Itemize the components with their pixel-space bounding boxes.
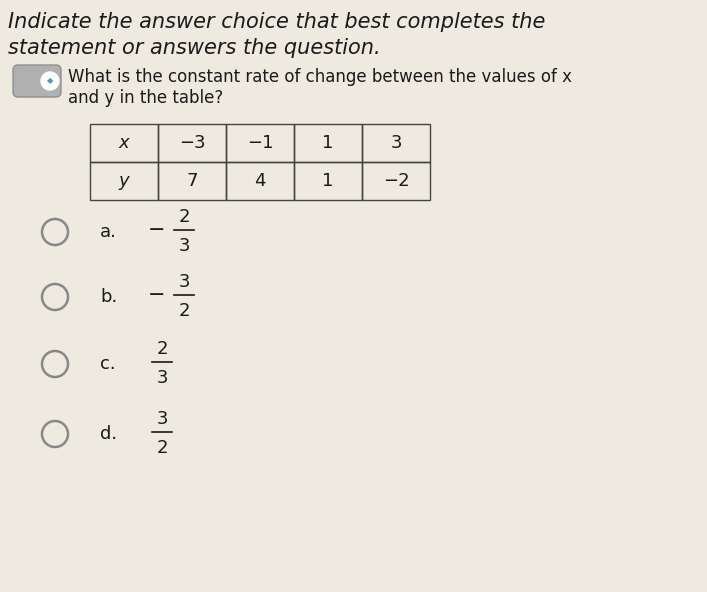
Text: −3: −3 bbox=[179, 134, 205, 152]
Text: y: y bbox=[119, 172, 129, 190]
Text: statement or answers the question.: statement or answers the question. bbox=[8, 38, 380, 58]
Text: 3: 3 bbox=[156, 410, 168, 428]
Text: 1: 1 bbox=[322, 172, 334, 190]
Text: 3: 3 bbox=[178, 273, 189, 291]
Bar bbox=[226, 162, 294, 200]
Text: −2: −2 bbox=[382, 172, 409, 190]
Text: Indicate the answer choice that best completes the: Indicate the answer choice that best com… bbox=[8, 12, 545, 32]
Text: −1: −1 bbox=[247, 134, 273, 152]
Bar bbox=[90, 124, 158, 162]
Bar bbox=[226, 124, 294, 162]
Text: 2: 2 bbox=[156, 439, 168, 457]
Text: −: − bbox=[148, 220, 165, 240]
Bar bbox=[362, 162, 430, 200]
Text: 2: 2 bbox=[178, 302, 189, 320]
Text: ◆: ◆ bbox=[47, 76, 53, 85]
Text: 1: 1 bbox=[322, 134, 334, 152]
Text: b.: b. bbox=[100, 288, 117, 306]
Bar bbox=[90, 162, 158, 200]
Text: 7: 7 bbox=[186, 172, 198, 190]
Circle shape bbox=[41, 72, 59, 90]
Text: x: x bbox=[119, 134, 129, 152]
Bar bbox=[362, 124, 430, 162]
Text: a.: a. bbox=[100, 223, 117, 241]
Bar bbox=[158, 162, 226, 200]
Text: 2: 2 bbox=[178, 208, 189, 226]
Text: 3: 3 bbox=[390, 134, 402, 152]
Text: 3: 3 bbox=[156, 369, 168, 387]
Text: and y in the table?: and y in the table? bbox=[68, 89, 223, 107]
Text: 3: 3 bbox=[178, 237, 189, 255]
Text: 4: 4 bbox=[255, 172, 266, 190]
Bar bbox=[294, 162, 362, 200]
Text: −: − bbox=[148, 285, 165, 305]
FancyBboxPatch shape bbox=[13, 65, 61, 97]
Text: d.: d. bbox=[100, 425, 117, 443]
Text: c.: c. bbox=[100, 355, 116, 373]
Text: 2: 2 bbox=[156, 340, 168, 358]
Text: What is the constant rate of change between the values of x: What is the constant rate of change betw… bbox=[68, 68, 572, 86]
Bar bbox=[158, 124, 226, 162]
Bar bbox=[294, 124, 362, 162]
